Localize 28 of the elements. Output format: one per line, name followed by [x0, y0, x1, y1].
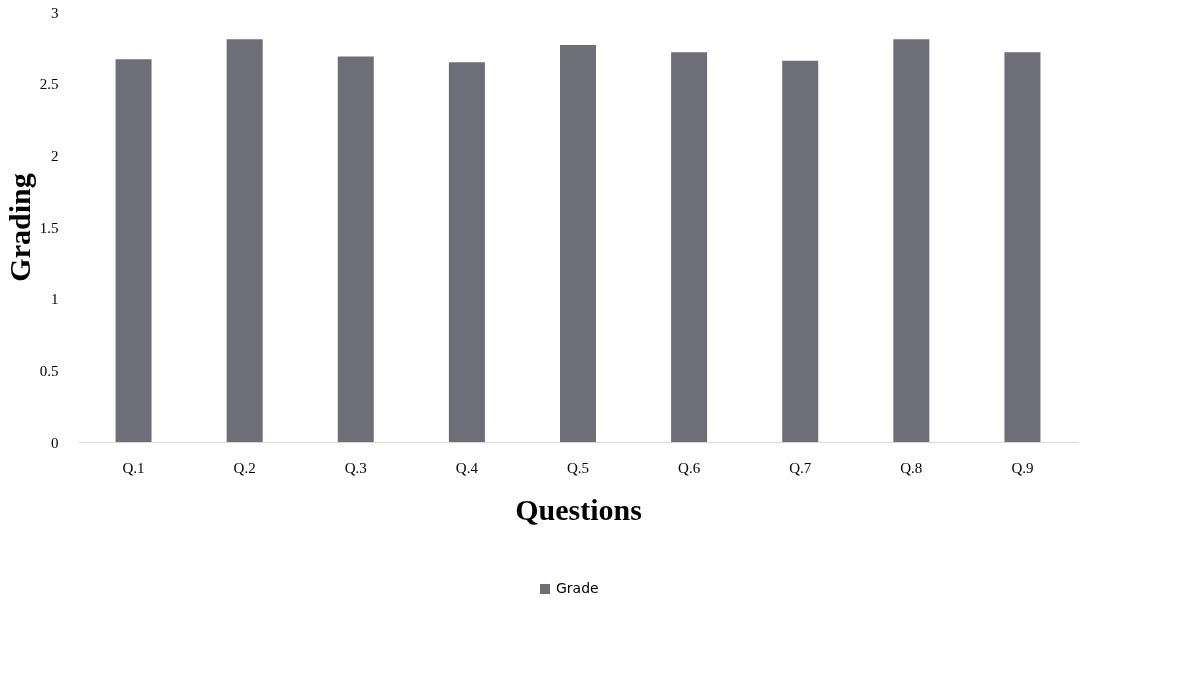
legend-label: Grade — [556, 580, 599, 596]
y-tick-label: 0.5 — [39, 362, 59, 379]
bar — [226, 39, 263, 442]
bar — [671, 52, 708, 442]
y-tick-label: 1 — [51, 291, 59, 308]
bar — [115, 59, 152, 442]
x-axis-title: Questions — [515, 492, 642, 526]
y-tick-label: 2.5 — [39, 76, 59, 93]
x-tick-label: Q.1 — [122, 459, 145, 476]
bar — [893, 39, 930, 442]
bar — [782, 60, 819, 442]
bar — [448, 62, 485, 442]
x-tick-label: Q.2 — [233, 459, 256, 476]
x-tick-label: Q.9 — [1011, 459, 1034, 476]
x-tick-label: Q.3 — [344, 459, 367, 476]
bar — [1004, 52, 1041, 442]
x-tick-label: Q.4 — [455, 459, 479, 476]
y-tick-label: 3 — [51, 4, 59, 21]
x-tick-label: Q.8 — [900, 459, 923, 476]
x-tick-label: Q.5 — [566, 459, 590, 476]
bar — [337, 56, 374, 442]
x-tick-label: Q.7 — [789, 459, 812, 476]
bar — [560, 44, 596, 442]
y-tick-label: 0 — [51, 434, 59, 451]
x-tick-label: Q.6 — [678, 459, 701, 476]
y-tick-label: 1.5 — [39, 219, 59, 236]
y-tick-label: 2 — [51, 147, 59, 164]
y-axis-title: Grading — [2, 173, 36, 282]
